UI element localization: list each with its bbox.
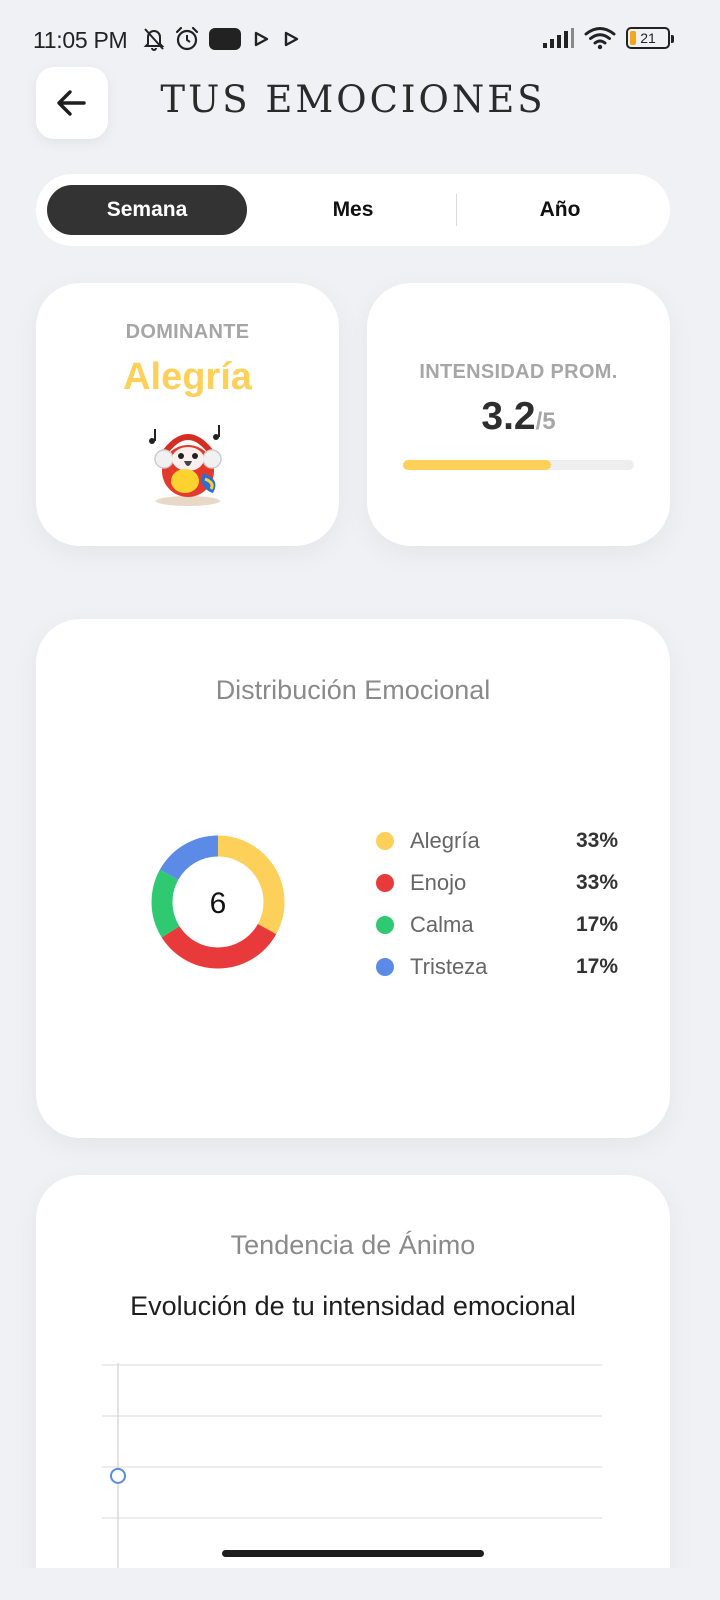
legend-item: Alegría 33%	[376, 820, 618, 862]
parrot-mascot-icon	[149, 425, 222, 506]
status-time: 11:05 PM	[33, 27, 128, 53]
battery-level: 21	[640, 30, 656, 46]
intensity-progress-bar	[403, 460, 634, 470]
legend-item: Calma 17%	[376, 904, 618, 946]
bell-off-icon	[143, 28, 165, 51]
average-intensity-card: INTENSIDAD PROM. 3.2/5	[367, 283, 670, 546]
tab-ano[interactable]: Año	[539, 198, 581, 221]
segment-divider	[456, 194, 457, 226]
legend-percent: 17%	[575, 913, 618, 936]
page-title: TUS EMOCIONES	[160, 78, 546, 121]
legend-dot	[376, 916, 394, 934]
legend-percent: 33%	[575, 871, 618, 894]
dominant-emotion-card: DOMINANTE Alegría	[36, 283, 339, 546]
screen: 11:05 PM	[0, 0, 706, 1568]
legend-dot	[376, 874, 394, 892]
status-bar: 11:05 PM	[0, 0, 706, 80]
trend-title: Tendencia de Ánimo	[230, 1230, 476, 1260]
legend-name: Calma	[410, 912, 474, 937]
legend-dot	[376, 832, 394, 850]
intensity-number: 3.2	[481, 395, 536, 438]
donut-slice-enojo	[151, 835, 285, 969]
trend-subtitle: Evolución de tu intensidad emocional	[130, 1291, 576, 1321]
wifi-icon	[584, 27, 616, 50]
home-indicator	[222, 1550, 484, 1557]
intensity-progress-fill	[403, 460, 551, 470]
tab-semana[interactable]: Semana	[47, 185, 247, 235]
back-button[interactable]	[36, 67, 108, 139]
battery-icon: 21	[626, 27, 674, 49]
intensity-max: /5	[535, 408, 556, 435]
donut-center-total: 6	[210, 887, 227, 920]
notification-pill-icon	[209, 28, 241, 50]
legend-dot	[376, 958, 394, 976]
legend-name: Enojo	[410, 870, 467, 895]
legend-name: Tristeza	[410, 954, 488, 979]
trend-data-point[interactable]	[110, 1467, 126, 1484]
distribution-title: Distribución Emocional	[215, 675, 491, 705]
donut-slice-tristeza	[151, 835, 285, 969]
donut-slice-calma	[151, 835, 285, 969]
period-segmented-control: Semana Mes Año	[36, 174, 670, 246]
play-icon	[254, 31, 269, 47]
legend-percent: 33%	[575, 829, 618, 852]
distribution-legend: Alegría 33% Enojo 33% Calma 17% Tristeza…	[376, 820, 618, 988]
legend-percent: 17%	[575, 955, 618, 978]
arrow-left-icon	[57, 90, 86, 116]
legend-name: Alegría	[410, 828, 480, 853]
legend-item: Enojo 33%	[376, 862, 618, 904]
distribution-donut-chart: 6	[151, 835, 285, 969]
distribution-card: Distribución Emocional 6 Alegría 33% Eno…	[36, 619, 670, 1138]
status-icons-right: 21	[542, 26, 674, 50]
intensity-value: 3.2/5	[367, 395, 670, 439]
tab-mes[interactable]: Mes	[332, 198, 374, 221]
dominant-label: DOMINANTE	[125, 321, 250, 343]
play-icon	[284, 31, 299, 47]
mood-trend-line-chart	[102, 1363, 602, 1568]
mood-trend-card: Tendencia de Ánimo Evolución de tu inten…	[36, 1175, 670, 1568]
dominant-emotion-value: Alegría	[123, 356, 252, 398]
status-icons-left	[142, 26, 302, 52]
alarm-icon	[175, 26, 199, 51]
intensity-label: INTENSIDAD PROM.	[419, 361, 618, 383]
legend-item: Tristeza 17%	[376, 946, 618, 988]
signal-icon	[543, 28, 574, 48]
